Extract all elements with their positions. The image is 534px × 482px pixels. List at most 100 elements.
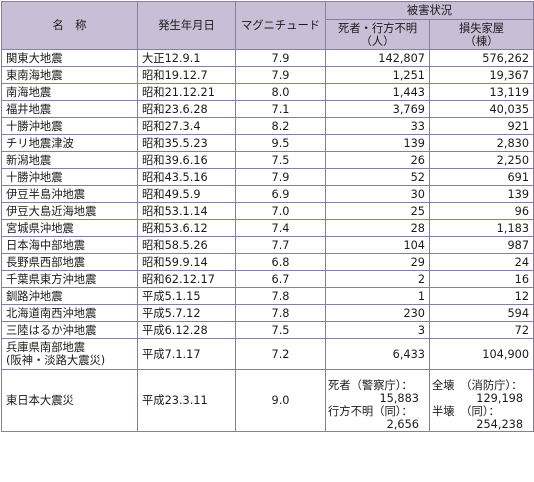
cell-name: チリ地震津波 — [1, 134, 138, 152]
cell-houses: 40,035 — [428, 100, 534, 118]
cell-magnitude: 7.8 — [235, 287, 326, 305]
deaths-police-label: 死者（警察庁）： — [328, 379, 413, 392]
header-houses-unit: （棟） — [464, 34, 499, 48]
cell-magnitude: 6.7 — [235, 270, 326, 288]
cell-name: 日本海中部地震 — [1, 236, 138, 254]
cell-houses: 139 — [428, 185, 534, 203]
table-row: 宮城県沖地震 昭和53.6.12 7.4 28 1,183 — [1, 219, 534, 237]
cell-name: 千葉県東方沖地震 — [1, 270, 138, 288]
cell-name: 伊豆大島近海地震 — [1, 202, 138, 220]
table-row: 福井地震 昭和23.6.28 7.1 3,769 40,035 — [1, 100, 534, 118]
cell-name-line1: 兵庫県南部地震 — [6, 341, 86, 354]
cell-date: 昭和21.12.21 — [137, 83, 236, 101]
table-header: 名 称 発生年月日 マグニチュード 被害状況 死者・行方不明 （人） 損失家屋 … — [1, 1, 534, 50]
table-body: 関東大地震 大正12.9.1 7.9 142,807 576,262 東南海地震… — [1, 49, 534, 432]
header-deaths-label: 死者・行方不明 — [337, 21, 418, 35]
cell-date: 昭和43.5.16 — [137, 168, 236, 186]
cell-houses: 13,119 — [428, 83, 534, 101]
cell-deaths: 29 — [325, 253, 430, 271]
cell-magnitude: 8.2 — [235, 117, 326, 135]
cell-deaths: 33 — [325, 117, 430, 135]
cell-date: 平成5.1.15 — [137, 287, 236, 305]
cell-name: 宮城県沖地震 — [1, 219, 138, 237]
cell-houses: 691 — [428, 168, 534, 186]
cell-date: 昭和27.3.4 — [137, 117, 236, 135]
cell-magnitude: 6.8 — [235, 253, 326, 271]
cell-name: 新潟地震 — [1, 151, 138, 169]
cell-name: 福井地震 — [1, 100, 138, 118]
header-deaths: 死者・行方不明 （人） — [325, 19, 430, 50]
cell-deaths: 142,807 — [325, 49, 430, 67]
missing-label: 行方不明（同）： — [328, 405, 413, 418]
cell-name: 北海道南西沖地震 — [1, 304, 138, 322]
cell-date: 昭和59.9.14 — [137, 253, 236, 271]
cell-name: 東日本大震災 — [1, 369, 138, 432]
cell-deaths: 28 — [325, 219, 430, 237]
cell-magnitude: 9.5 — [235, 134, 326, 152]
cell-houses: 2,830 — [428, 134, 534, 152]
cell-deaths: 3,769 — [325, 100, 430, 118]
cell-name: 十勝沖地震 — [1, 117, 138, 135]
table-row: 南海地震 昭和21.12.21 8.0 1,443 13,119 — [1, 83, 534, 101]
cell-name: 釧路沖地震 — [1, 287, 138, 305]
header-deaths-unit: （人） — [360, 34, 395, 48]
cell-date: 昭和39.6.16 — [137, 151, 236, 169]
cell-deaths: 104 — [325, 236, 430, 254]
cell-deaths: 30 — [325, 185, 430, 203]
header-date: 発生年月日 — [137, 1, 236, 50]
cell-date: 平成5.7.12 — [137, 304, 236, 322]
cell-magnitude: 7.0 — [235, 202, 326, 220]
table-row: 千葉県東方沖地震 昭和62.12.17 6.7 2 16 — [1, 270, 534, 288]
cell-date: 平成7.1.17 — [137, 338, 236, 370]
cell-houses: 1,183 — [428, 219, 534, 237]
cell-date: 昭和62.12.17 — [137, 270, 236, 288]
cell-deaths: 3 — [325, 321, 430, 339]
cell-houses: 72 — [428, 321, 534, 339]
cell-deaths: 6,433 — [325, 338, 430, 370]
cell-magnitude: 7.8 — [235, 304, 326, 322]
header-houses-label: 損失家屋 — [458, 21, 505, 35]
table-row: 長野県西部地震 昭和59.9.14 6.8 29 24 — [1, 253, 534, 271]
cell-name: 伊豆半島沖地震 — [1, 185, 138, 203]
cell-magnitude: 7.9 — [235, 49, 326, 67]
table-row: 伊豆大島近海地震 昭和53.1.14 7.0 25 96 — [1, 202, 534, 220]
cell-date: 昭和49.5.9 — [137, 185, 236, 203]
cell-houses: 2,250 — [428, 151, 534, 169]
cell-magnitude: 7.5 — [235, 321, 326, 339]
cell-houses: 全壊 （消防庁）： 129,198 半壊 （同）： 254,238 — [428, 369, 534, 432]
cell-deaths: 2 — [325, 270, 430, 288]
cell-name: 十勝沖地震 — [1, 168, 138, 186]
cell-magnitude: 8.0 — [235, 83, 326, 101]
cell-date: 昭和23.6.28 — [137, 100, 236, 118]
cell-date: 昭和19.12.7 — [137, 66, 236, 84]
table-row: 十勝沖地震 昭和43.5.16 7.9 52 691 — [1, 168, 534, 186]
cell-date: 大正12.9.1 — [137, 49, 236, 67]
cell-magnitude: 7.4 — [235, 219, 326, 237]
half-destroyed-label: 半壊 （同）： — [432, 405, 500, 418]
table-row-tohoku: 東日本大震災 平成23.3.11 9.0 死者（警察庁）： 15,883 行方不… — [1, 369, 534, 432]
cell-name: 関東大地震 — [1, 49, 138, 67]
cell-deaths: 52 — [325, 168, 430, 186]
table-row: 三陸はるか沖地震 平成6.12.28 7.5 3 72 — [1, 321, 534, 339]
destroyed-label: 全壊 （消防庁）： — [432, 379, 523, 392]
header-damage: 被害状況 — [324, 1, 534, 20]
table-row: チリ地震津波 昭和35.5.23 9.5 139 2,830 — [1, 134, 534, 152]
deaths-police-value: 15,883 — [379, 392, 419, 405]
header-houses: 損失家屋 （棟） — [428, 19, 534, 50]
table-row: 伊豆半島沖地震 昭和49.5.9 6.9 30 139 — [1, 185, 534, 203]
cell-date: 昭和58.5.26 — [137, 236, 236, 254]
table-row: 釧路沖地震 平成5.1.15 7.8 1 12 — [1, 287, 534, 305]
table-row: 新潟地震 昭和39.6.16 7.5 26 2,250 — [1, 151, 534, 169]
cell-magnitude: 7.5 — [235, 151, 326, 169]
cell-houses: 987 — [428, 236, 534, 254]
missing-value: 2,656 — [386, 418, 419, 431]
earthquake-table: 名 称 発生年月日 マグニチュード 被害状況 死者・行方不明 （人） 損失家屋 … — [1, 1, 534, 432]
header-name: 名 称 — [1, 1, 138, 50]
cell-deaths: 1 — [325, 287, 430, 305]
cell-magnitude: 6.9 — [235, 185, 326, 203]
cell-magnitude: 7.9 — [235, 168, 326, 186]
half-destroyed-value: 254,238 — [476, 418, 524, 431]
header-magnitude: マグニチュード — [235, 1, 326, 50]
cell-date: 昭和53.1.14 — [137, 202, 236, 220]
cell-houses: 12 — [428, 287, 534, 305]
